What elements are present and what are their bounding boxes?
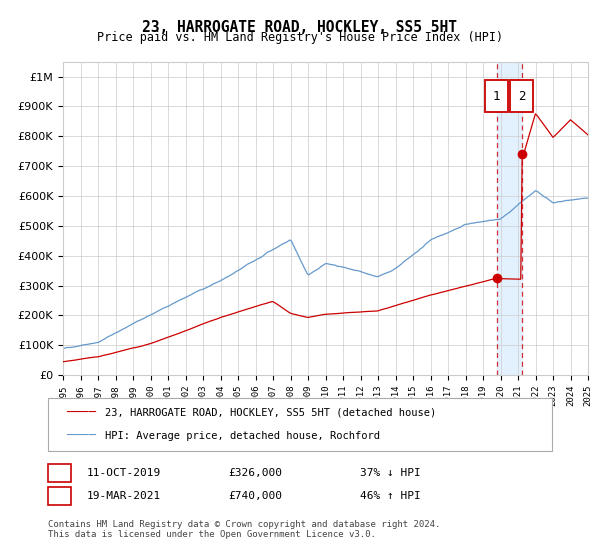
Text: Contains HM Land Registry data © Crown copyright and database right 2024.
This d: Contains HM Land Registry data © Crown c… [48, 520, 440, 539]
Text: 1: 1 [493, 90, 500, 102]
Text: 37% ↓ HPI: 37% ↓ HPI [360, 468, 421, 478]
Text: 23, HARROGATE ROAD, HOCKLEY, SS5 5HT (detached house): 23, HARROGATE ROAD, HOCKLEY, SS5 5HT (de… [105, 408, 436, 418]
Text: 1: 1 [56, 468, 63, 478]
FancyBboxPatch shape [485, 81, 508, 112]
Text: 2: 2 [518, 90, 526, 102]
Text: 23, HARROGATE ROAD, HOCKLEY, SS5 5HT: 23, HARROGATE ROAD, HOCKLEY, SS5 5HT [143, 20, 458, 35]
Text: ────: ──── [66, 430, 96, 442]
Text: Price paid vs. HM Land Registry's House Price Index (HPI): Price paid vs. HM Land Registry's House … [97, 31, 503, 44]
Text: 11-OCT-2019: 11-OCT-2019 [87, 468, 161, 478]
Text: 2: 2 [56, 491, 63, 501]
Text: 46% ↑ HPI: 46% ↑ HPI [360, 491, 421, 501]
Text: HPI: Average price, detached house, Rochford: HPI: Average price, detached house, Roch… [105, 431, 380, 441]
Bar [497, 62, 522, 375]
Text: £326,000: £326,000 [228, 468, 282, 478]
Text: ────: ──── [66, 406, 96, 419]
Text: 19-MAR-2021: 19-MAR-2021 [87, 491, 161, 501]
Text: £740,000: £740,000 [228, 491, 282, 501]
FancyBboxPatch shape [511, 81, 533, 112]
